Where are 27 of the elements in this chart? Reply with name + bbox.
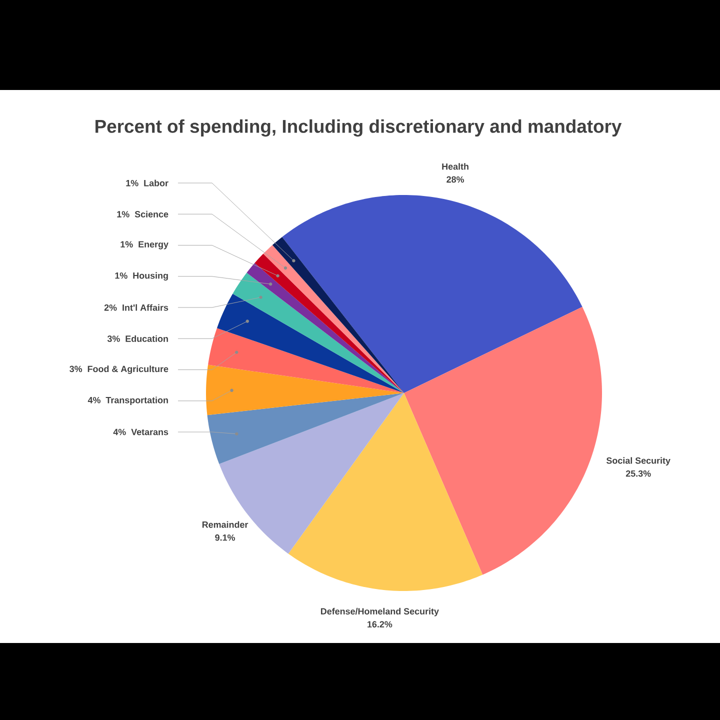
slice-label: Vetarans xyxy=(131,428,168,436)
chart-title: Percent of spending, Including discretionary and mandatory xyxy=(96,119,622,137)
data-label: 1% xyxy=(120,241,133,248)
data-label: 2% xyxy=(104,304,117,311)
slice-label: Remainder xyxy=(202,521,248,528)
slice-label: Social Security xyxy=(606,457,670,466)
slice-label: Health xyxy=(442,163,468,170)
data-label: 4% xyxy=(88,396,100,404)
slice-label: Education xyxy=(126,335,168,342)
slice-label: Energy xyxy=(138,241,168,250)
slice-label: Transportation xyxy=(106,396,168,406)
slice-label: Defense/Homeland Security xyxy=(320,608,439,616)
slice-label: Food & Agriculture xyxy=(88,366,168,374)
data-label: 1% xyxy=(117,211,130,218)
data-label: 16.2% xyxy=(368,621,392,628)
data-label: 9.1% xyxy=(215,534,236,541)
data-label: 3% xyxy=(70,366,82,372)
data-label: 1% xyxy=(126,180,138,186)
slice-label: Housing xyxy=(133,272,168,281)
data-label: 3% xyxy=(107,336,120,342)
data-label: 28% xyxy=(446,176,464,183)
slice-label: Int'l Affairs xyxy=(122,304,168,311)
slice-label: Science xyxy=(134,210,168,218)
data-label: 1% xyxy=(115,272,128,279)
data-label: 4% xyxy=(113,428,126,436)
slice-label: Labor xyxy=(144,180,168,186)
data-label: 25.3% xyxy=(626,470,651,477)
